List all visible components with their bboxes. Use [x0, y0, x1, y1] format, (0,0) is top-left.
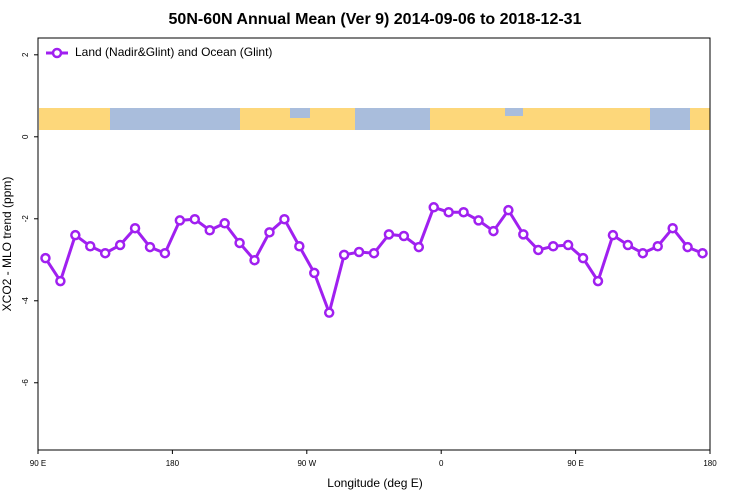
x-tick-label: 0 [439, 459, 444, 468]
data-point [219, 218, 230, 229]
map-ocean [650, 108, 690, 130]
data-point [174, 215, 186, 226]
data-point [338, 249, 350, 261]
data-point [249, 254, 260, 266]
data-point [488, 225, 499, 237]
data-point [518, 229, 529, 240]
legend-marker [51, 47, 63, 59]
data-point [279, 213, 290, 225]
data-point [189, 213, 201, 225]
data-point [652, 241, 663, 252]
data-point [533, 244, 544, 256]
data-point [129, 222, 141, 234]
y-tick-label: -2 [21, 215, 30, 223]
data-point [458, 206, 469, 218]
data-point [234, 237, 245, 249]
y-tick-label: 2 [21, 52, 30, 57]
data-point [353, 246, 365, 258]
map-ocean [355, 108, 430, 130]
data-point [383, 229, 395, 240]
data-point [473, 215, 484, 226]
data-point [99, 247, 111, 259]
data-point [159, 247, 171, 259]
data-point [294, 241, 305, 252]
data-point [70, 229, 81, 241]
data-point [55, 275, 66, 287]
data-point [323, 307, 335, 318]
map-ocean [110, 108, 240, 130]
data-point [562, 239, 574, 251]
data-point [697, 247, 708, 259]
map-ocean [290, 108, 310, 118]
y-tick-label: -4 [21, 297, 30, 305]
data-point [637, 247, 649, 259]
data-point [413, 241, 425, 253]
map-band [39, 108, 710, 130]
data-point [622, 239, 634, 251]
data-point [264, 227, 275, 238]
x-tick-label: 180 [166, 459, 180, 468]
legend-label: Land (Nadir&Glint) and Ocean (Glint) [75, 45, 272, 59]
data-point [144, 241, 156, 253]
x-tick-label: 90 E [567, 459, 583, 468]
data-point [592, 275, 604, 287]
y-tick-label: -6 [21, 379, 30, 387]
data-point [577, 252, 589, 264]
data-point [368, 247, 380, 259]
map-ocean [505, 108, 523, 116]
data-point [607, 229, 619, 241]
x-tick-label: 90 E [30, 459, 46, 468]
x-axis-label: Longitude (deg E) [327, 476, 422, 490]
x-tick-label: 90 W [297, 459, 316, 468]
chart-title: 50N-60N Annual Mean (Ver 9) 2014-09-06 t… [169, 11, 582, 28]
data-point [85, 241, 96, 252]
y-tick-label: 0 [21, 134, 30, 139]
data-point [547, 241, 559, 252]
x-tick-label: 180 [703, 459, 717, 468]
data-point [204, 225, 215, 236]
data-point [398, 230, 410, 242]
data-point [40, 252, 51, 264]
data-point [309, 267, 320, 279]
data-point [114, 239, 126, 251]
data-point [682, 241, 693, 253]
data-point [667, 222, 678, 234]
data-point [443, 206, 454, 218]
data-point [503, 204, 514, 216]
plot-frame [37, 37, 711, 451]
y-axis-label: XCO2 - MLO trend (ppm) [0, 177, 14, 312]
data-point [428, 202, 439, 213]
